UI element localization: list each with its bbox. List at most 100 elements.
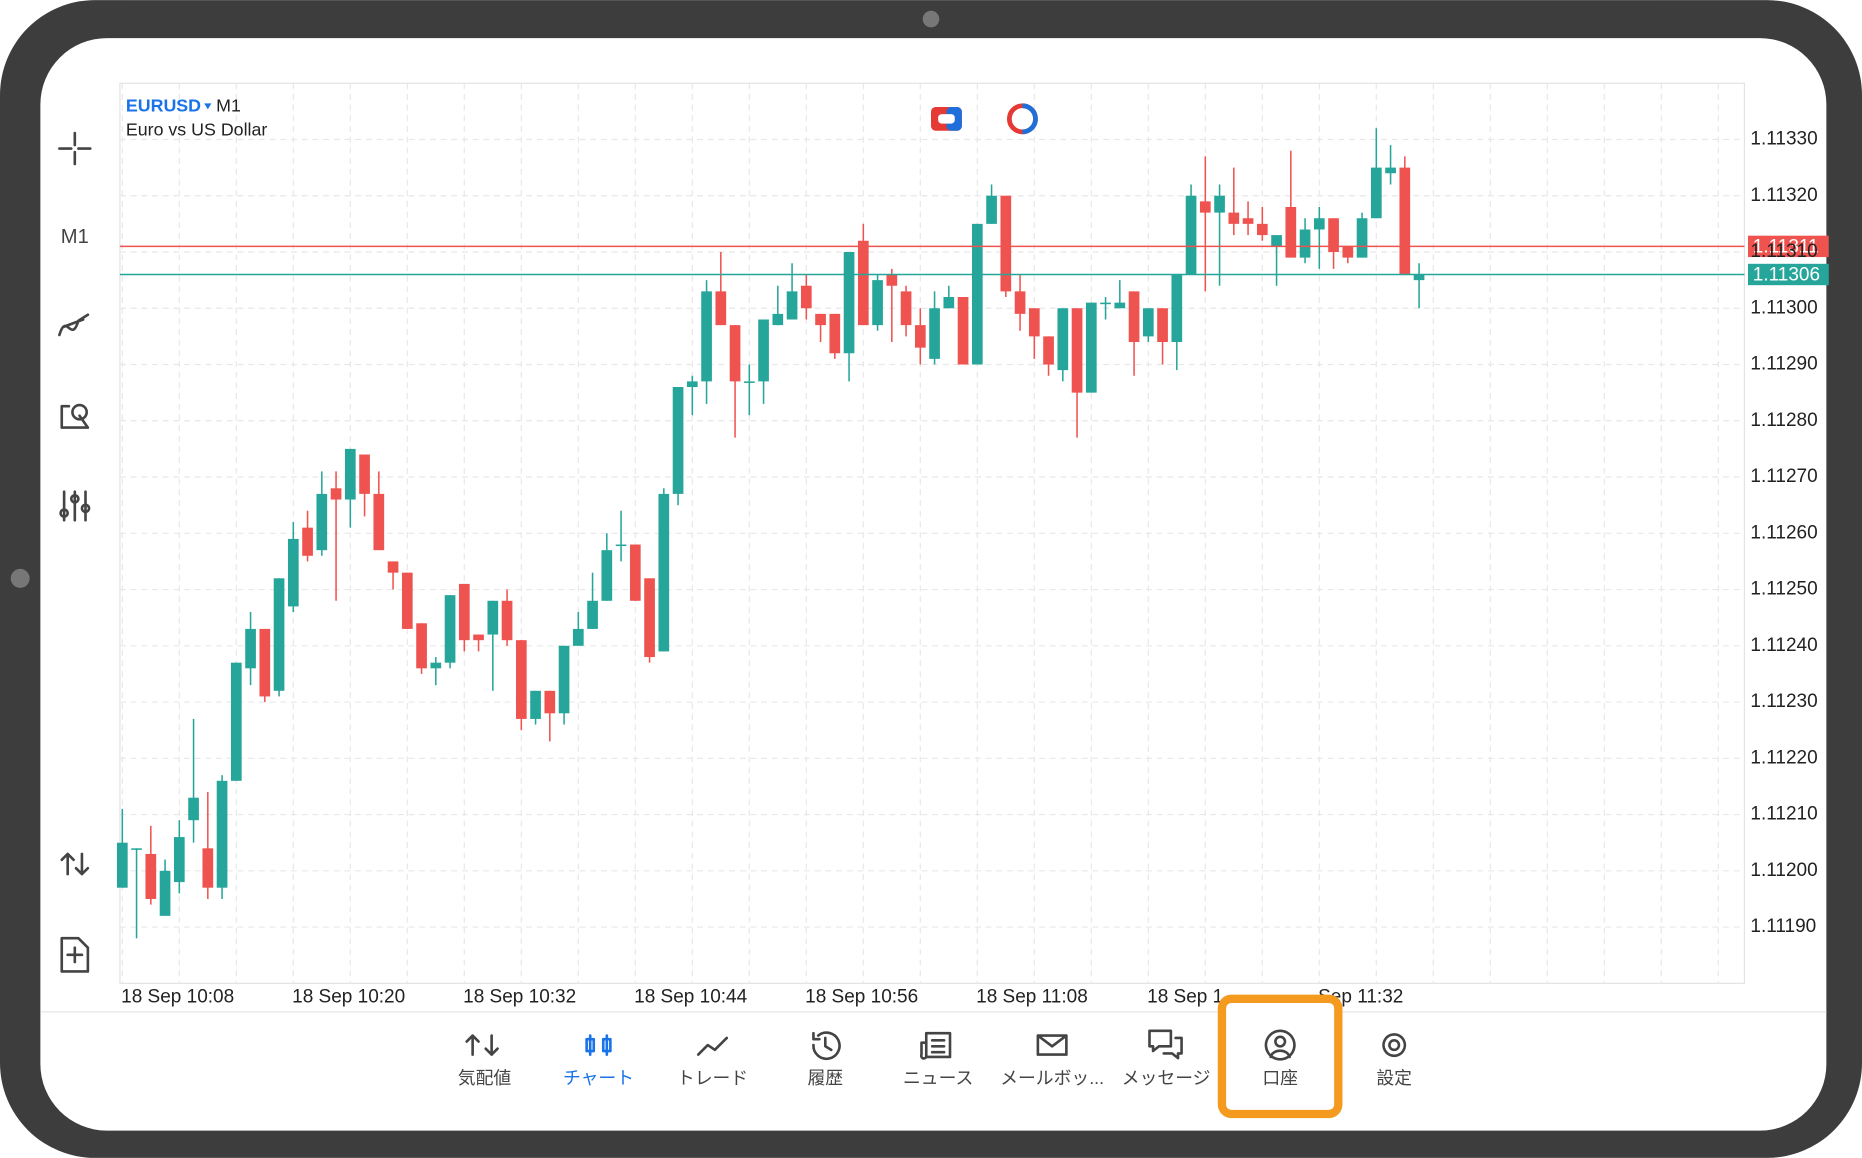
candle-body [544,690,556,714]
new-order-tool[interactable] [60,936,90,973]
nav-label: ニュース [903,1068,973,1088]
timeframe-button[interactable]: M1 [61,226,89,248]
candle-body [701,291,712,382]
candle-body [344,448,356,500]
nav-item[interactable]: チャート [563,1034,634,1089]
symbol[interactable]: EURUSD [126,96,201,116]
candle-body [245,628,256,669]
candle-body [786,291,798,320]
candle-body [1114,302,1126,309]
objects-tool[interactable] [60,403,90,429]
nav-label: チャート [563,1068,634,1088]
candle-body [743,381,755,383]
candle-body [986,195,997,224]
x-tick-label: 18 Sep 10:08 [121,987,234,1008]
candle-body [1142,308,1154,337]
candle-body [373,493,385,551]
candle-body [1370,167,1382,219]
trade-tool[interactable] [60,852,90,876]
y-tick-label: 1.11290 [1750,354,1817,375]
y-tick-label: 1.11300 [1750,297,1817,318]
y-tick-label: 1.11310 [1750,241,1817,262]
x-tick-label: 18 Sep 10:56 [805,987,918,1008]
candle-body [430,662,442,669]
screen [40,38,1827,1131]
camera [922,10,940,28]
candle-body [1157,308,1168,343]
indicators-tool[interactable] [58,313,90,337]
nav-item[interactable]: トレード [677,1036,748,1088]
candle-body [458,583,470,641]
candle-body [1385,167,1396,174]
candle-body [116,842,128,888]
nav-item[interactable]: 口座 [1262,1029,1298,1088]
candle-body [843,251,855,354]
price-tag [1748,235,1829,258]
timer-icon[interactable] [1007,103,1038,135]
candle-body [715,291,727,326]
candle-body [230,662,242,781]
nav-item[interactable]: 履歴 [808,1031,844,1089]
candle-body [886,274,898,286]
candle-body [131,848,142,850]
side-button [10,568,30,588]
nav-label: 履歴 [808,1068,844,1088]
candle-body [188,797,199,821]
candle-body [145,853,157,899]
candle-body [473,634,484,641]
nav-icon [1382,1033,1407,1058]
symbol-dropdown[interactable] [204,103,212,110]
nav-icon [919,1031,952,1060]
y-tick-label: 1.11320 [1750,185,1817,206]
one-click-icon[interactable] [931,106,962,131]
candle-body [615,544,627,547]
candle-body [202,848,214,888]
candle-body [530,690,541,719]
candle-body [629,544,641,601]
nav-item[interactable]: 設定 [1376,1033,1412,1088]
candle-body [1242,218,1254,224]
x-tick-label: 18 Sep 10:44 [634,987,747,1008]
y-tick-label: 1.11190 [1750,916,1816,937]
crosshair-tool[interactable] [58,131,92,166]
candle-body [644,578,655,658]
price-tag [1748,263,1829,286]
candle-body [572,628,584,646]
nav-item[interactable]: 気配値 [458,1034,512,1089]
y-tick-label: 1.11230 [1750,691,1817,712]
candle-body [1299,229,1311,258]
nav-label: 口座 [1262,1068,1298,1088]
candle-body [601,550,613,601]
candle-body [943,296,955,309]
candle-body [686,381,698,388]
candle-body [914,325,926,348]
candle-body [330,488,342,500]
candle-body [857,240,869,326]
candle-body [1256,223,1268,236]
candle-body [1185,195,1197,275]
candle-body [1085,302,1097,393]
settings-sliders[interactable] [59,490,91,522]
candle-body [444,595,456,663]
candle-body [900,291,912,326]
candle-body [1214,195,1225,213]
nav-item[interactable]: メッセージ [1122,1029,1211,1088]
nav-highlight [1217,994,1343,1119]
y-tick-label: 1.11280 [1750,410,1817,431]
candles [116,128,1425,939]
candle-body [1128,291,1140,343]
nav-icon [812,1031,841,1061]
candle-body [800,285,812,309]
nav-label: トレード [677,1068,748,1088]
y-tick-label: 1.11270 [1750,466,1817,487]
nav-item[interactable]: ニュース [903,1031,973,1088]
left-toolbar: M1 [58,131,92,973]
nav-item[interactable]: メールボッ... [1000,1034,1104,1089]
nav-icon [465,1034,499,1056]
candle-body [1356,218,1368,258]
candle-body [515,640,527,719]
nav-label: 気配値 [458,1068,512,1088]
x-tick-label: 18 Sep 10:20 [292,987,405,1008]
candle-body [957,296,969,365]
y-tick-label: 1.11220 [1750,747,1817,768]
